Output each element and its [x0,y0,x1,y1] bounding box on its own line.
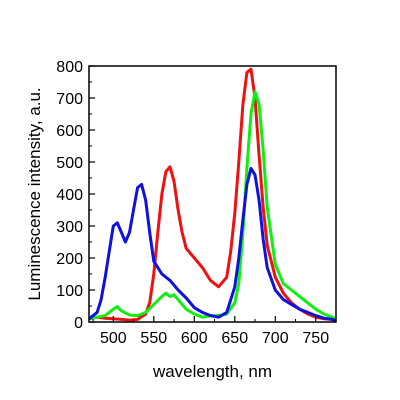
series-line-1 [88,67,337,322]
y-tick-label: 200 [56,251,83,268]
y-tick-label: 300 [56,219,83,236]
y-tick-label: 500 [56,155,83,172]
y-tick-label: 700 [56,91,83,108]
x-tick-label: 650 [221,330,248,347]
y-tick-label: 400 [56,187,83,204]
series-line-3 [88,166,337,322]
ticks-layer: 500 550 600 650 700 750 0 100 200 300 400 500 600 700… [56,59,337,347]
series-layer [88,67,337,322]
y-tick-label: 800 [56,59,83,76]
y-tick-label: 100 [56,283,83,300]
x-tick-label: 500 [100,330,127,347]
y-tick-label: 0 [74,315,83,332]
x-tick-label: 700 [262,330,289,347]
x-tick-label: 600 [181,330,208,347]
y-axis-title: Luminescence intensity, a.u. [25,87,44,300]
x-tick-label: 550 [140,330,167,347]
series-line-2 [88,90,337,321]
x-tick-label: 750 [302,330,329,347]
y-tick-label: 600 [56,123,83,140]
x-axis-title: wavelength, nm [152,362,272,381]
